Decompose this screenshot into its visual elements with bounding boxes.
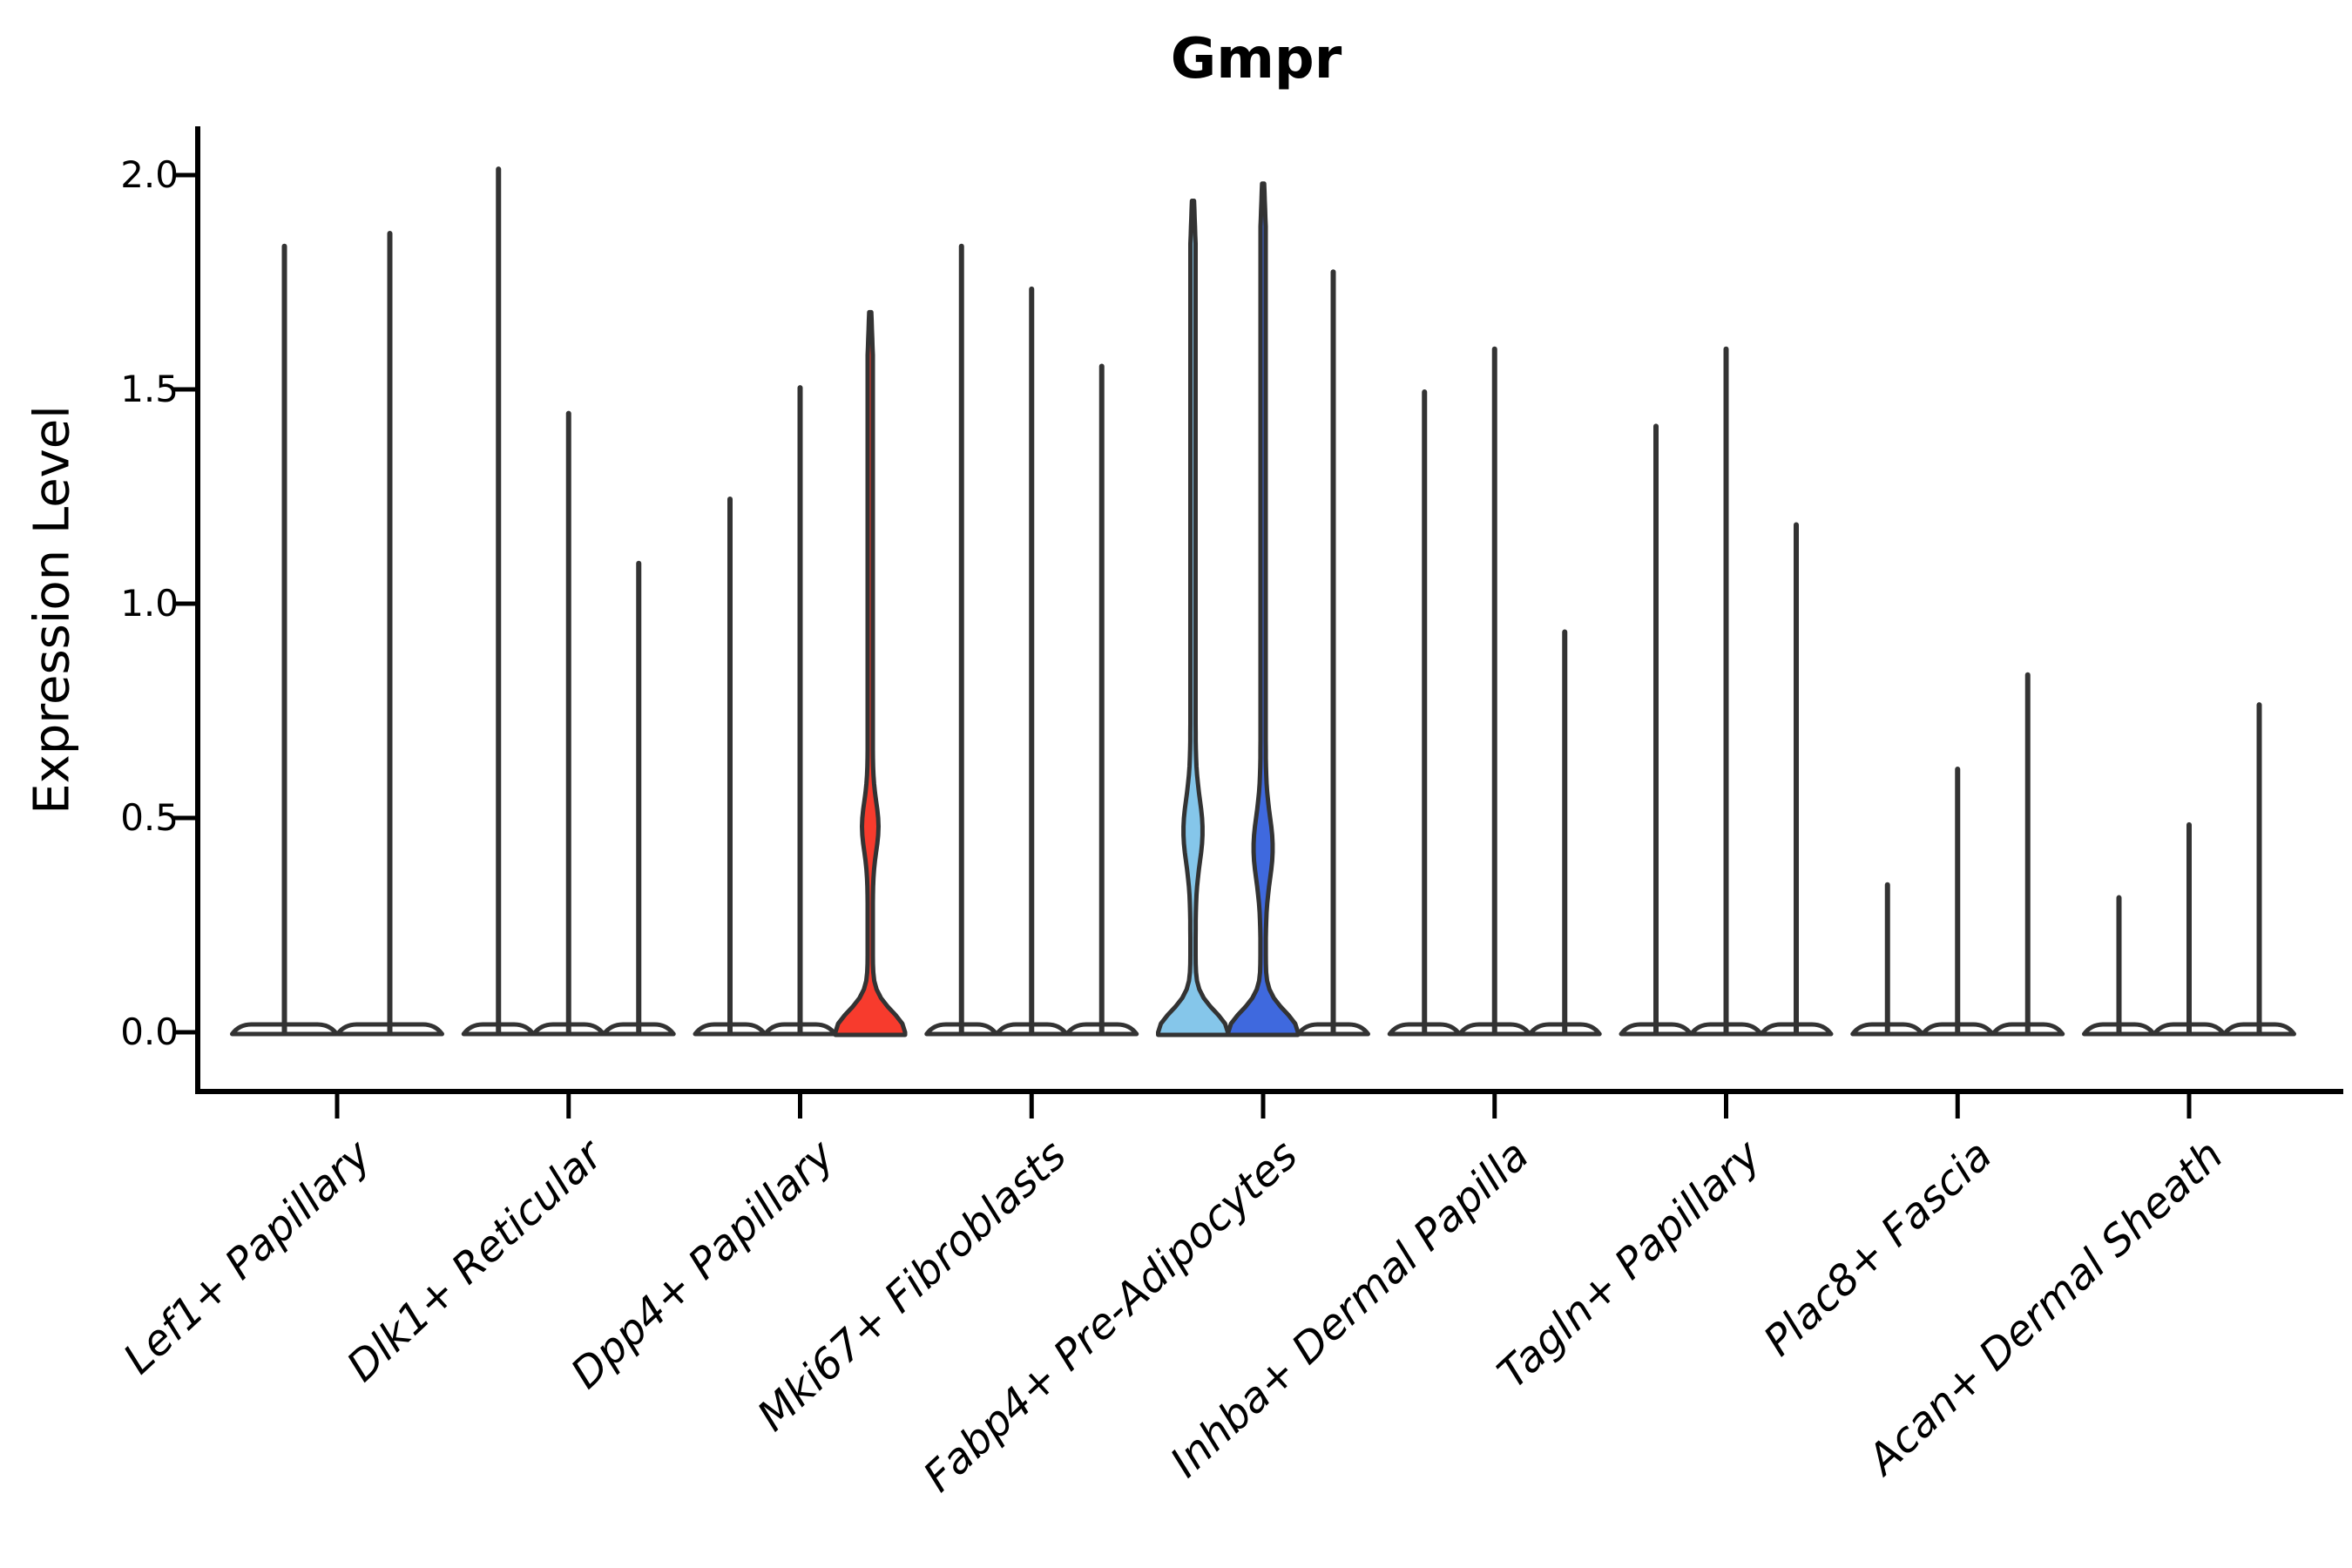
y-tick-label: 2.0	[120, 153, 179, 196]
y-tick-label: 1.5	[120, 368, 179, 410]
violin-highlighted	[833, 309, 908, 1037]
y-tick-label: 0.5	[120, 796, 179, 839]
y-tick-label: 1.0	[120, 582, 179, 625]
violin-highlighted	[1156, 199, 1230, 1037]
y-tick-label: 0.0	[120, 1010, 179, 1053]
violin-highlighted	[1226, 181, 1301, 1037]
chart-title: Gmpr	[1170, 27, 1342, 91]
